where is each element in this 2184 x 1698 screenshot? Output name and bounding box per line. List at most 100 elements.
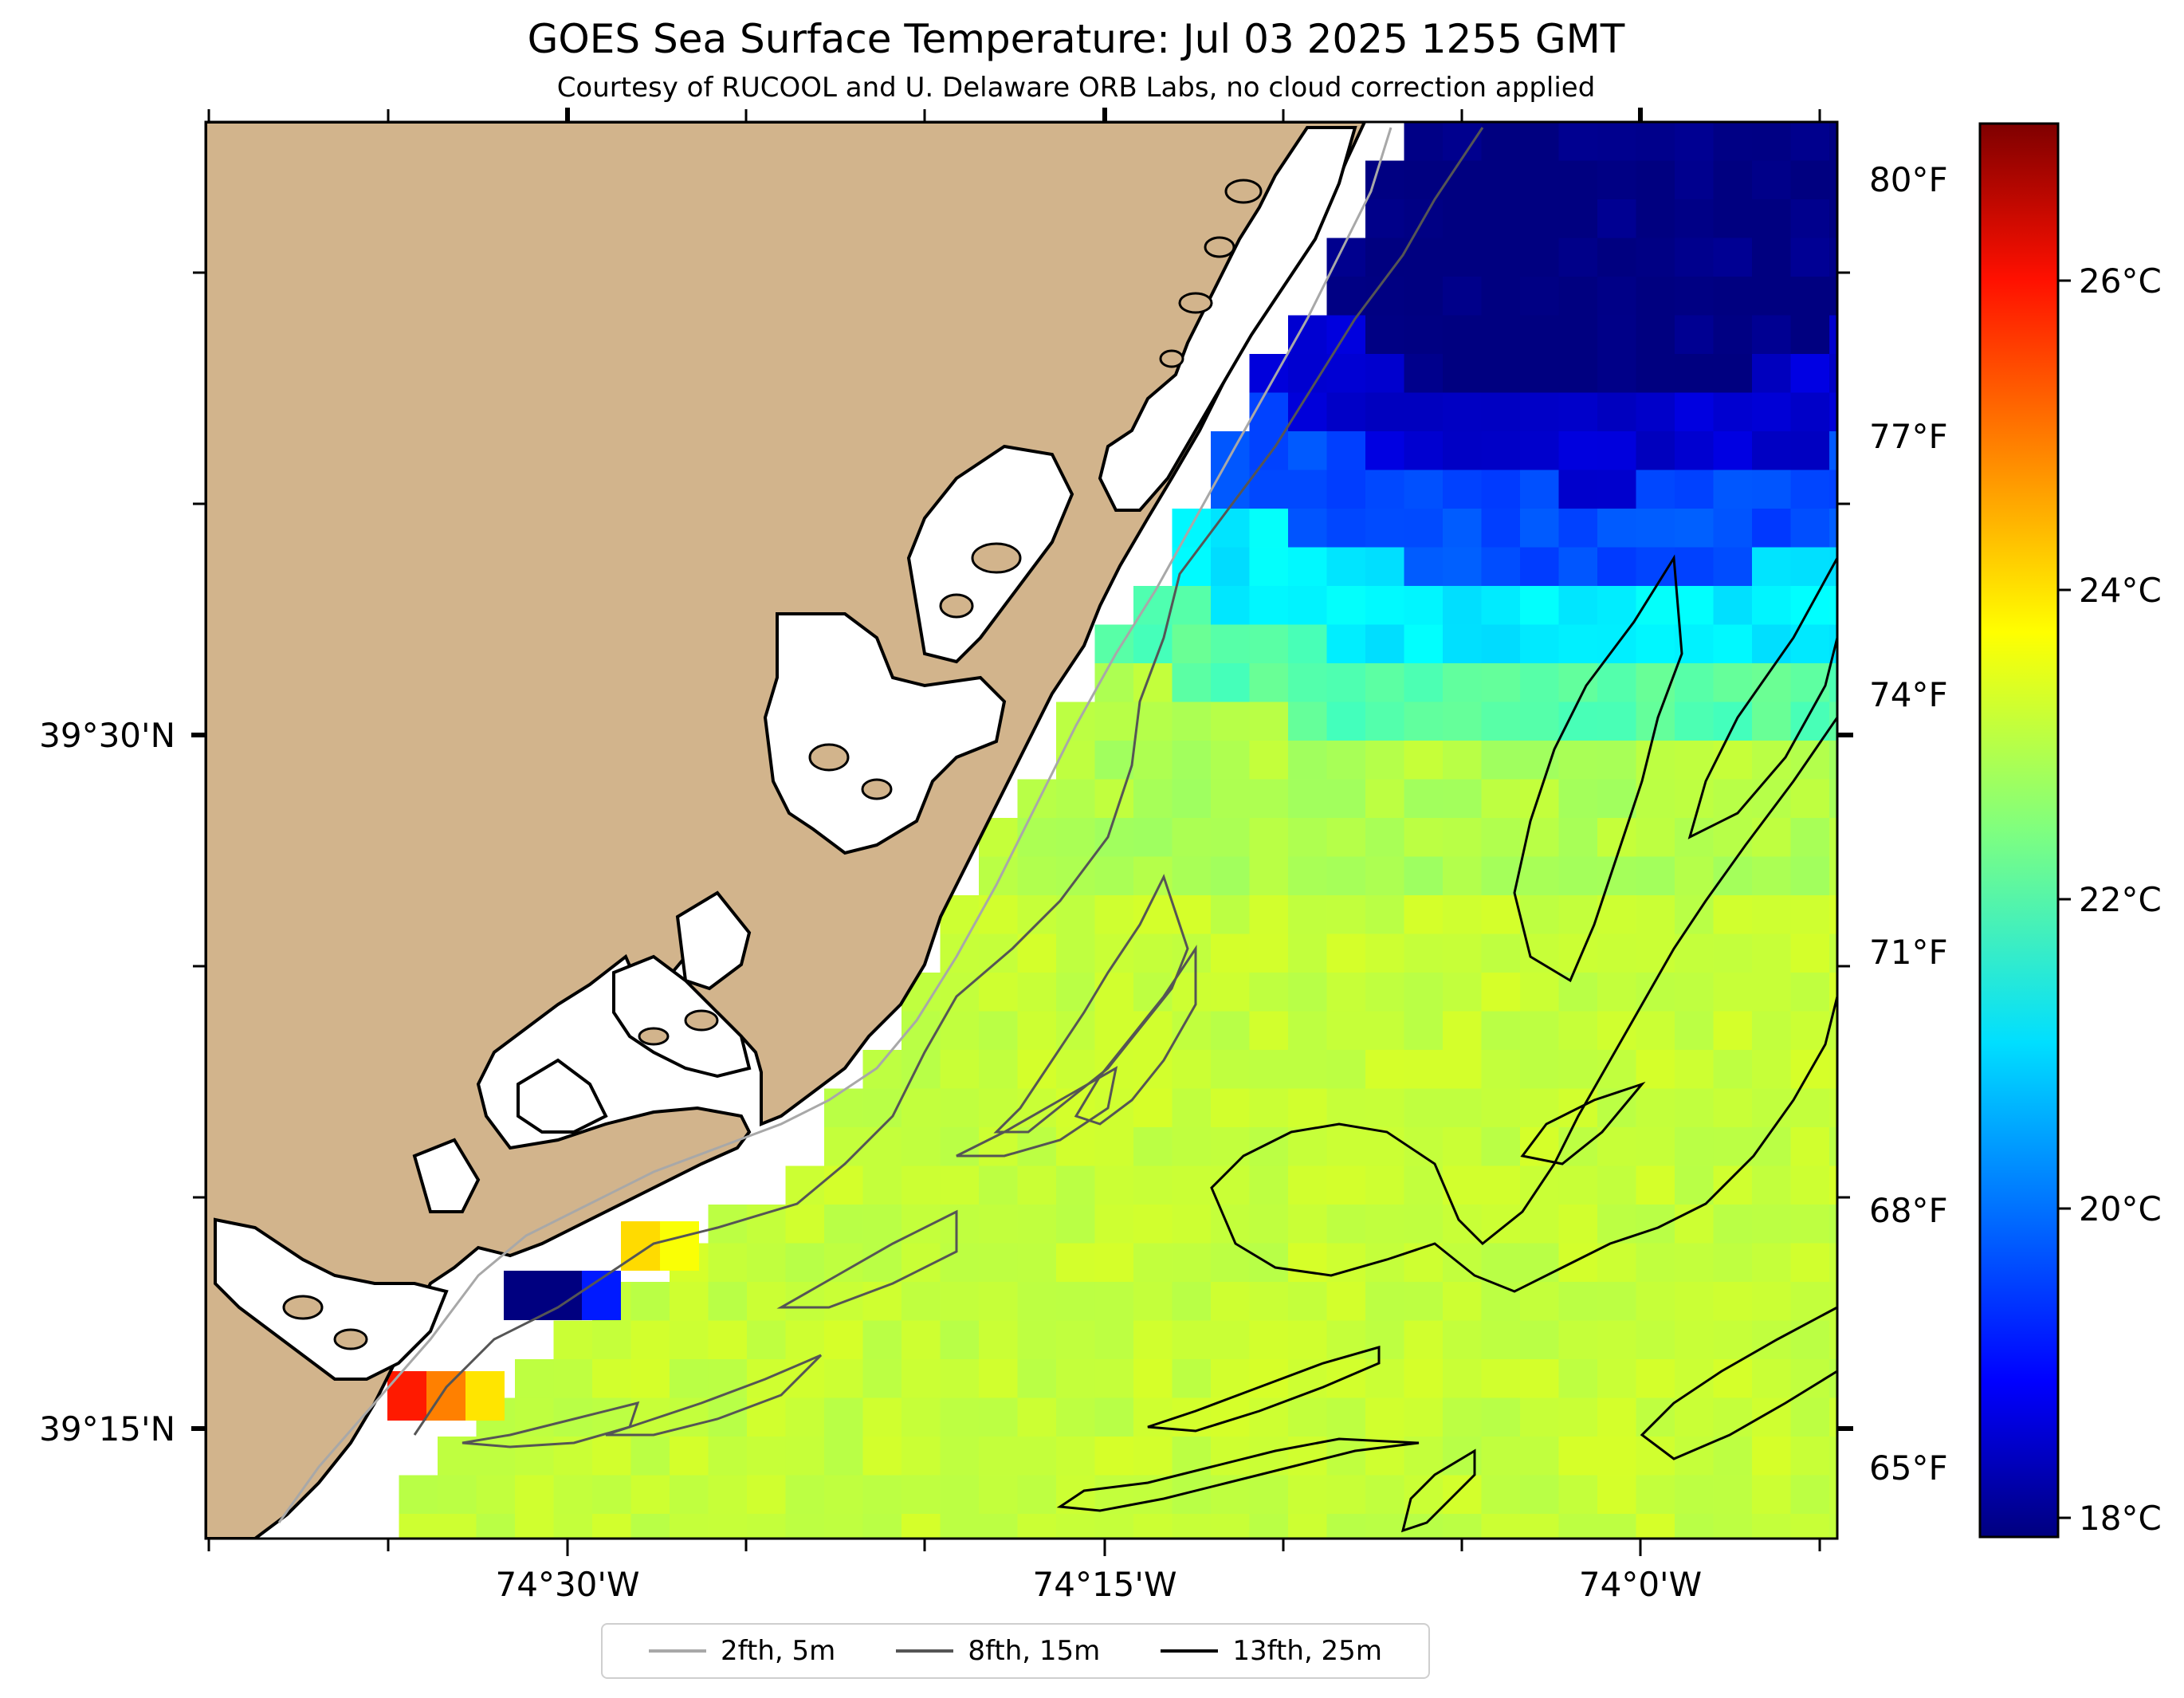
sst-pixel <box>1713 547 1753 587</box>
sst-pixel <box>1829 663 1837 702</box>
sst-pixel <box>1675 934 1714 973</box>
sst-pixel <box>901 1205 941 1244</box>
sst-pixel <box>1558 392 1598 432</box>
sst-pixel <box>1481 547 1521 587</box>
sst-pixel <box>1636 702 1675 741</box>
sst-pixel <box>1829 1320 1837 1360</box>
sst-pixel <box>1829 547 1837 587</box>
sst-pixel <box>1172 779 1212 819</box>
sst-pixel <box>1365 624 1404 664</box>
sst-pixel <box>1443 1088 1482 1128</box>
sst-pixel <box>1520 1514 1559 1539</box>
sst-pixel <box>1675 354 1714 393</box>
sst-pixel <box>1713 1282 1753 1321</box>
sst-pixel <box>1829 392 1837 432</box>
sst-pixel <box>1752 122 1791 161</box>
sst-pixel <box>1211 818 1250 857</box>
legend-line <box>1161 1649 1219 1653</box>
sst-pixel <box>1288 934 1327 973</box>
sst-pixel <box>824 1397 863 1437</box>
sst-pixel <box>1558 856 1598 896</box>
sst-pixel <box>1675 470 1714 509</box>
sst-pixel <box>1404 973 1444 1012</box>
sst-pixel <box>1558 818 1598 857</box>
sst-pixel <box>1094 1282 1134 1321</box>
sst-pixel <box>1288 624 1327 664</box>
sst-pixel <box>1790 818 1830 857</box>
sst-pixel <box>515 1437 554 1476</box>
sst-pixel <box>1829 586 1837 625</box>
sst-pixel <box>1443 1320 1482 1360</box>
colorbar-ticks <box>2058 279 2071 1519</box>
sst-pixel <box>785 1475 825 1515</box>
sst-pixel <box>1675 1127 1714 1166</box>
sst-pixel <box>1675 1011 1714 1051</box>
sst-pixel <box>1133 779 1173 819</box>
sst-pixel <box>1481 431 1521 470</box>
sst-pixel <box>979 1282 1018 1321</box>
x-tick-label-3: 74°0'W <box>1579 1565 1702 1604</box>
sst-pixel <box>1481 779 1521 819</box>
sst-pixel <box>1404 779 1444 819</box>
sst-pixel <box>1675 547 1714 587</box>
sst-pixel <box>1675 315 1714 355</box>
sst-pixel <box>1752 856 1791 896</box>
sst-pixel <box>1133 1437 1173 1476</box>
sst-pixel <box>1597 1127 1636 1166</box>
sst-pixel <box>1017 1243 1057 1283</box>
sst-pixel <box>1481 122 1521 161</box>
sst-pixel <box>1326 1050 1366 1089</box>
sst-pixel <box>1326 392 1366 432</box>
sst-pixel <box>1326 1243 1366 1283</box>
sst-pixel <box>1133 1397 1173 1437</box>
sst-pixel <box>1094 895 1134 934</box>
sst-pixel <box>1172 856 1212 896</box>
sst-pixel <box>1172 1050 1212 1089</box>
sst-pixel <box>1636 160 1675 200</box>
sst-pixel <box>1094 1514 1134 1539</box>
sst-pixel <box>1249 1088 1289 1128</box>
sst-pixel <box>1326 1205 1366 1244</box>
sst-pixel <box>1172 1011 1212 1051</box>
sst-pixel <box>1597 741 1636 780</box>
sst-pixel <box>1249 895 1289 934</box>
sst-pixel <box>1326 1282 1366 1321</box>
sst-pixel <box>1752 586 1791 625</box>
sst-pixel <box>785 1514 825 1539</box>
sst-pixel <box>901 1514 941 1539</box>
sst-pixel <box>940 1437 980 1476</box>
sst-pixel <box>592 1475 631 1515</box>
sst-pixel <box>1056 818 1095 857</box>
sst-pixel <box>1365 1475 1404 1515</box>
sst-pixel <box>1133 1165 1173 1205</box>
sst-pixel <box>708 1437 748 1476</box>
sst-pixel <box>1404 315 1444 355</box>
sst-pixel <box>862 1050 902 1089</box>
y-tick-label-2: 39°15'N <box>39 1409 175 1448</box>
sst-pixel <box>1211 702 1250 741</box>
sst-pixel <box>1365 1050 1404 1089</box>
sst-pixel <box>1520 1205 1559 1244</box>
sst-pixel <box>862 1475 902 1515</box>
sst-pixel <box>1520 973 1559 1012</box>
sst-pixel <box>1481 1282 1521 1321</box>
sst-pixel <box>1597 856 1636 896</box>
sst-pixel <box>1558 1475 1598 1515</box>
sst-pixel <box>1558 122 1598 161</box>
sst-pixel <box>1597 470 1636 509</box>
sst-pixel <box>592 1514 631 1539</box>
sst-pixel <box>1481 392 1521 432</box>
sst-pixel <box>1713 818 1753 857</box>
sst-pixel <box>1094 1205 1134 1244</box>
sst-pixel <box>901 1050 941 1089</box>
sst-pixel <box>1326 973 1366 1012</box>
sst-pixel <box>1829 895 1837 934</box>
sst-pixel <box>1211 1243 1250 1283</box>
sst-pixel <box>824 1127 863 1166</box>
sst-pixel <box>1404 1320 1444 1360</box>
sst-pixel <box>979 1437 1018 1476</box>
sst-pixel <box>1481 818 1521 857</box>
f-tick-label: 74°F <box>1869 675 1948 714</box>
sst-pixel <box>1713 392 1753 432</box>
contour-legend: 2fth, 5m 8fth, 15m 13fth, 25m <box>601 1623 1430 1679</box>
